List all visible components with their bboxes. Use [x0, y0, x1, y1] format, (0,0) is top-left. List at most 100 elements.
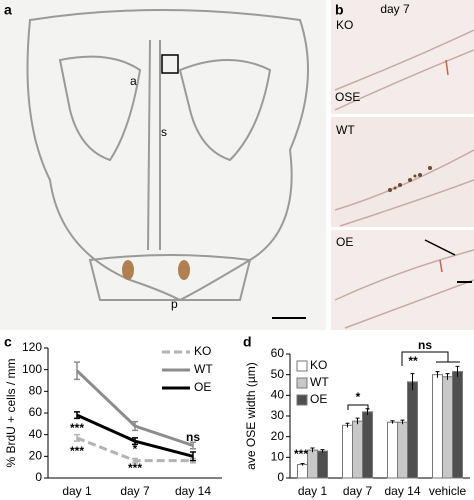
y-tick-label: 40: [271, 388, 285, 402]
y-axis-label: ave OSE width (µm): [244, 362, 258, 470]
panel-label: c: [4, 334, 12, 350]
region-label: a: [130, 74, 137, 88]
bracket: [401, 351, 460, 366]
region-label: s: [161, 125, 167, 139]
bar: [397, 421, 408, 479]
tissue-outline: [26, 9, 309, 302]
legend-label: OE: [194, 380, 211, 394]
inset-box: [161, 54, 179, 74]
bar: [442, 376, 453, 479]
y-tick-label: 50: [271, 367, 285, 381]
legend-swatch: [296, 394, 308, 406]
panel-title: day 7: [380, 2, 410, 16]
y-axis-label: % BrdU + cells / mm: [4, 358, 18, 467]
error-bar: [310, 447, 315, 453]
micrograph-b-oe: [331, 230, 474, 330]
y-tick-label: 80: [29, 384, 43, 398]
x-tick-label: vehicle: [429, 484, 467, 498]
y-tick-label: 20: [29, 449, 43, 463]
x-tick-label: day 7: [343, 484, 373, 498]
error-bar: [320, 449, 325, 453]
error-bar: [74, 433, 80, 442]
y-tick-label: 120: [22, 340, 42, 354]
legend-label: KO: [194, 344, 211, 358]
error-bar: [435, 371, 440, 378]
micrograph-b-ko: [331, 0, 474, 114]
group-label: OSE: [335, 90, 360, 104]
error-bar: [400, 419, 405, 425]
error-bar: [74, 411, 80, 420]
stain: [178, 260, 190, 280]
group-label: KO: [336, 18, 353, 32]
y-tick-label: 20: [271, 429, 285, 443]
bar: [317, 450, 328, 479]
width-marker: [439, 259, 443, 273]
panel-label: a: [4, 2, 12, 18]
bar: [407, 381, 418, 479]
error-bar: [445, 373, 450, 380]
group-label: WT: [336, 123, 355, 137]
bar: [452, 371, 463, 479]
y-tick-label: 10: [271, 450, 285, 464]
y-tick-label: 0: [277, 470, 284, 484]
micrograph-a: [0, 0, 326, 330]
error-bar: [390, 420, 395, 424]
stain: [122, 260, 134, 280]
legend-label: WT: [310, 375, 329, 389]
legend-label: OE: [310, 392, 327, 406]
legend-label: KO: [310, 358, 327, 372]
annotation: ***: [70, 421, 84, 435]
x-tick-label: day 7: [120, 484, 150, 498]
x-tick-label: day 1: [298, 484, 328, 498]
bracket: [347, 404, 369, 410]
annotation: *: [133, 442, 138, 456]
group-label: OE: [336, 235, 353, 249]
legend-label: WT: [194, 362, 213, 376]
annotation: ***: [294, 447, 308, 461]
legend-swatch: [296, 377, 308, 389]
error-bar: [190, 451, 196, 462]
y-tick-label: 100: [22, 362, 42, 376]
y-tick-label: 40: [29, 427, 43, 441]
micrograph-b-wt: [331, 117, 474, 227]
error-bar: [455, 365, 460, 377]
bar: [362, 411, 373, 479]
error-bar: [132, 420, 138, 432]
x-tick-label: day 14: [384, 484, 420, 498]
bar: [342, 424, 353, 479]
error-bar: [190, 441, 196, 450]
y-tick-label: 60: [271, 346, 285, 360]
bar: [387, 421, 398, 479]
x-tick-label: day 1: [62, 484, 92, 498]
annotation: **: [408, 354, 418, 368]
tissue-lines: [334, 29, 474, 329]
error-bar: [300, 463, 305, 466]
error-bar: [410, 373, 415, 391]
annotation: ***: [128, 461, 142, 475]
panel-label: d: [243, 334, 252, 350]
annotation: *: [356, 390, 361, 404]
error-bar: [345, 422, 350, 428]
y-tick-label: 30: [271, 408, 285, 422]
panel-label: b: [335, 2, 344, 18]
y-tick-label: 0: [35, 470, 42, 484]
error-bar: [132, 457, 138, 464]
bar: [307, 449, 318, 479]
y-tick-label: 60: [29, 405, 43, 419]
brdu-cells: [388, 166, 432, 192]
bar: [297, 464, 308, 479]
series-line: [75, 369, 194, 447]
x-tick-label: day 14: [175, 484, 211, 498]
annotation: ns: [186, 430, 200, 444]
width-marker: [445, 59, 449, 76]
error-bar: [355, 417, 360, 425]
bar: [432, 374, 443, 479]
legend-swatch: [296, 360, 308, 372]
error-bar: [74, 361, 80, 381]
annotation: ns: [418, 338, 432, 352]
error-bar: [132, 437, 138, 446]
region-label: p: [171, 297, 178, 311]
annotation: ***: [70, 444, 84, 458]
width-marker: [424, 239, 456, 256]
